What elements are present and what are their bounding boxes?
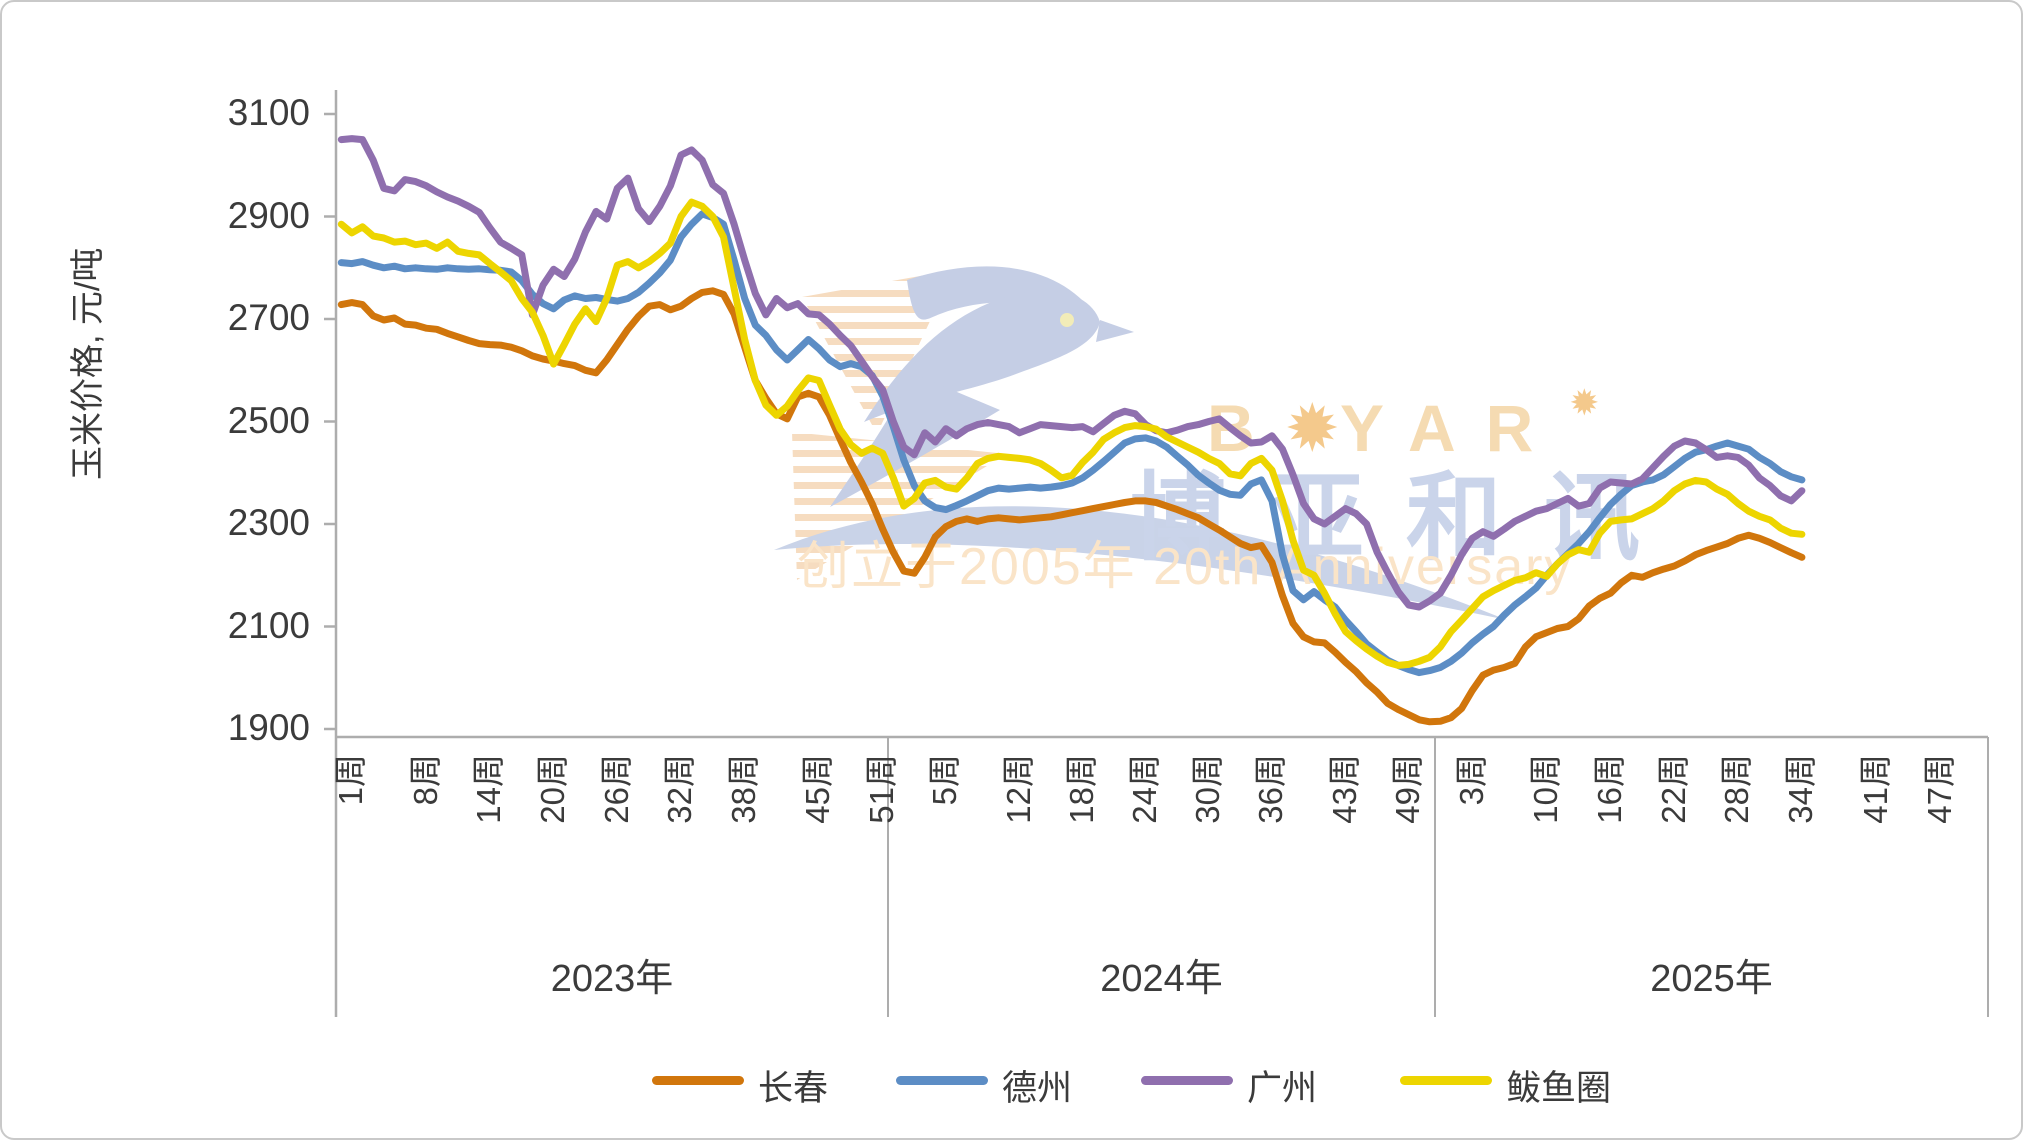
year-label: 2023年 (550, 958, 674, 1000)
x-tick-label: 1周 (332, 754, 370, 806)
x-tick-label: 49周 (1389, 754, 1427, 824)
brand-letters-yar: YAR (1339, 391, 1564, 465)
x-tick-label: 20周 (534, 754, 571, 824)
x-tick-label: 30周 (1189, 754, 1227, 824)
legend-label: 德州 (1002, 1069, 1073, 1108)
legend-line-swatch (1400, 1076, 1492, 1085)
dove-icon (830, 266, 1134, 507)
x-tick-label: 22周 (1654, 754, 1692, 824)
y-axis-title: 玉米价格, 元/吨 (69, 247, 107, 480)
x-tick-label: 38周 (725, 754, 763, 824)
y-tick-label: 1900 (227, 707, 310, 748)
x-tick-label: 45周 (799, 754, 837, 824)
swoosh-icon (774, 506, 1507, 620)
legend-label: 广州 (1247, 1069, 1318, 1108)
x-tick-label: 10周 (1527, 754, 1565, 824)
x-tick-label: 47周 (1920, 754, 1958, 824)
x-tick-label: 5周 (926, 754, 964, 806)
x-tick-label: 8周 (406, 754, 444, 806)
x-tick-label: 41周 (1856, 754, 1894, 824)
series-line-长春 (337, 287, 1806, 726)
x-tick-label: 18周 (1063, 754, 1101, 824)
x-tick-label: 51周 (863, 754, 901, 824)
sunburst-icon: ✹ (1284, 391, 1340, 465)
legend-label: 长春 (758, 1069, 829, 1108)
x-tick-label: 12周 (999, 754, 1037, 824)
dove-eye-icon (1060, 313, 1074, 327)
x-tick-label: 43周 (1326, 754, 1364, 824)
x-tick-label: 36周 (1252, 754, 1290, 824)
legend-line-swatch (896, 1076, 988, 1085)
legend-line-swatch (1141, 1076, 1233, 1085)
y-tick-label: 2900 (227, 194, 310, 236)
year-label: 2025年 (1650, 958, 1773, 1000)
y-tick-label: 2500 (227, 399, 310, 441)
watermark-brand-chinese: 博亚和讯 (1130, 465, 1682, 572)
x-tick-label: 26周 (597, 754, 635, 824)
y-tick-label: 3100 (227, 92, 310, 133)
x-tick-label: 3周 (1452, 754, 1490, 806)
x-tick-label: 14周 (470, 754, 508, 824)
series-line-鲅鱼圈 (337, 198, 1806, 669)
y-tick-label: 2300 (227, 502, 310, 543)
series-line-广州 (337, 135, 1806, 611)
x-tick-label: 28周 (1718, 754, 1756, 824)
legend-label: 鲅鱼圈 (1506, 1069, 1612, 1108)
x-tick-label: 16周 (1590, 754, 1628, 824)
x-tick-label: 24周 (1126, 754, 1164, 824)
series-line-德州 (337, 210, 1806, 677)
y-tick-label: 2700 (227, 297, 310, 338)
x-tick-label: 32周 (661, 754, 699, 824)
sunburst-small-icon: ✹ (1569, 382, 1600, 423)
legend-line-swatch (652, 1076, 744, 1085)
x-tick-label: 34周 (1782, 754, 1820, 824)
y-tick-label: 2100 (227, 604, 310, 646)
year-label: 2024年 (1100, 958, 1223, 1000)
